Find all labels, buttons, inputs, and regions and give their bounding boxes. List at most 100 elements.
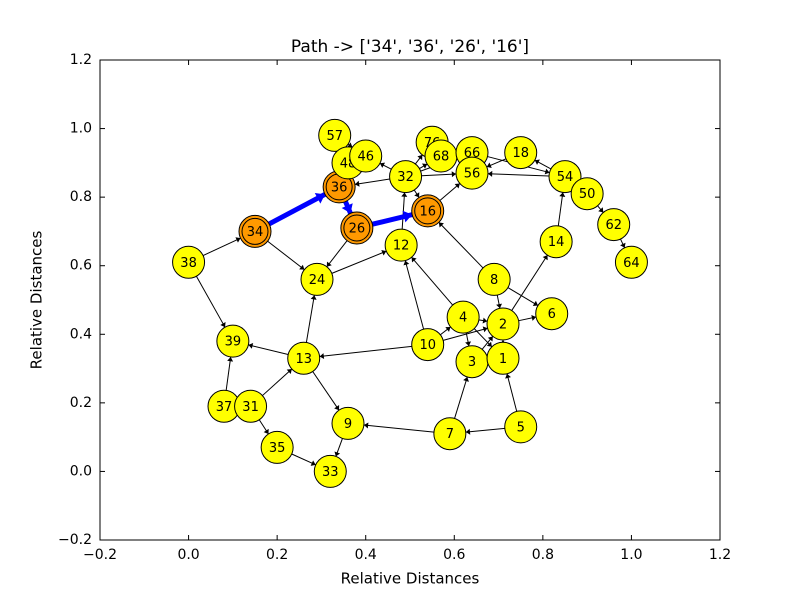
node-label: 56 [464, 167, 481, 182]
node [504, 136, 538, 170]
node [446, 300, 480, 334]
node-label: 5 [517, 420, 525, 435]
edge-arrow [531, 314, 537, 321]
node [539, 225, 573, 259]
node [504, 410, 538, 444]
edge [439, 183, 461, 201]
node [548, 160, 582, 194]
edge-arrow [487, 170, 493, 177]
edge-arrow [463, 377, 469, 382]
edge [506, 373, 518, 412]
node [433, 417, 467, 451]
edge-arrow [534, 159, 540, 165]
x-tick-label: 0.0 [177, 547, 199, 563]
node [477, 262, 511, 296]
edge-arrow [347, 142, 353, 148]
edge [438, 222, 484, 269]
edge [507, 287, 539, 306]
edge-arrow [438, 222, 444, 228]
edge [267, 192, 327, 227]
node [260, 430, 294, 464]
edge [454, 376, 468, 419]
edge-arrow [465, 428, 471, 435]
edge-arrow [299, 264, 305, 270]
node [349, 139, 383, 173]
edge-arrow [505, 373, 511, 379]
edge [557, 192, 564, 226]
node-label: 34 [247, 225, 264, 240]
edge-arrow [235, 237, 241, 243]
edge-arrow [341, 203, 353, 214]
y-tick-label: 1.0 [70, 121, 92, 137]
node-label: 37 [216, 400, 233, 415]
edge-arrow [451, 171, 457, 178]
edge-arrow [486, 341, 492, 347]
node-label: 9 [344, 417, 352, 432]
edge-arrow [454, 183, 460, 189]
edge-arrow [620, 242, 626, 248]
edge-arrow [482, 317, 488, 324]
node-label: 1 [499, 352, 507, 367]
edge-arrow [334, 405, 340, 411]
chart-title: Path -> ['34', '36', '26', '16'] [291, 37, 529, 57]
edge-arrow [381, 249, 387, 256]
edges [195, 142, 626, 466]
edge [291, 453, 316, 466]
node-label: 68 [433, 150, 450, 165]
node-label: 64 [623, 256, 640, 271]
node [318, 118, 352, 152]
edge-arrow [248, 342, 254, 349]
edge [248, 344, 289, 356]
edge [354, 178, 390, 185]
edge-arrow [414, 192, 420, 198]
y-tick-label: −0.2 [58, 532, 92, 548]
node [535, 297, 569, 331]
edge-arrow [496, 303, 503, 309]
edge-arrow [220, 322, 226, 328]
edge-arrow [417, 154, 423, 161]
node [300, 262, 334, 296]
edge-arrow [334, 451, 341, 457]
node-label: 2 [499, 318, 507, 333]
node-label: 18 [512, 146, 529, 161]
edge-arrow [319, 353, 325, 360]
nodes: 3436261657484632766866561854506264141238… [172, 118, 648, 488]
edge-arrow [482, 326, 488, 333]
edge [421, 173, 457, 177]
edge-arrow [422, 163, 428, 169]
x-tick-label: 0.6 [443, 547, 465, 563]
node [570, 177, 604, 211]
node-label: 12 [393, 239, 410, 254]
edge-arrow [227, 356, 234, 362]
node-label: 6 [548, 307, 556, 322]
edge-arrow [363, 422, 369, 429]
node-label: 46 [357, 150, 374, 165]
edge-arrow [286, 369, 292, 375]
edge [487, 173, 550, 177]
edge [319, 345, 412, 358]
edge [331, 250, 387, 274]
node [313, 454, 347, 488]
node [455, 156, 489, 190]
edge-arrow [445, 326, 451, 332]
edge-arrow [354, 180, 360, 187]
edge [312, 371, 340, 411]
edge [202, 237, 241, 256]
edge-arrow [379, 162, 386, 168]
edge [411, 256, 454, 306]
node [486, 307, 520, 341]
node-label: 36 [331, 180, 348, 195]
edge [195, 275, 226, 328]
node-label: 8 [490, 273, 498, 288]
node-label: 3 [468, 355, 476, 370]
node-label: 54 [557, 170, 574, 185]
x-tick-label: 1.2 [709, 547, 731, 563]
edge-arrow [402, 210, 413, 223]
node-label: 14 [548, 235, 565, 250]
y-tick-label: 0.2 [70, 395, 92, 411]
node-label: 35 [269, 441, 286, 456]
y-tick-label: 0.6 [70, 258, 92, 274]
node-label: 7 [446, 427, 454, 442]
edge-arrow [598, 207, 604, 213]
node [384, 228, 418, 262]
